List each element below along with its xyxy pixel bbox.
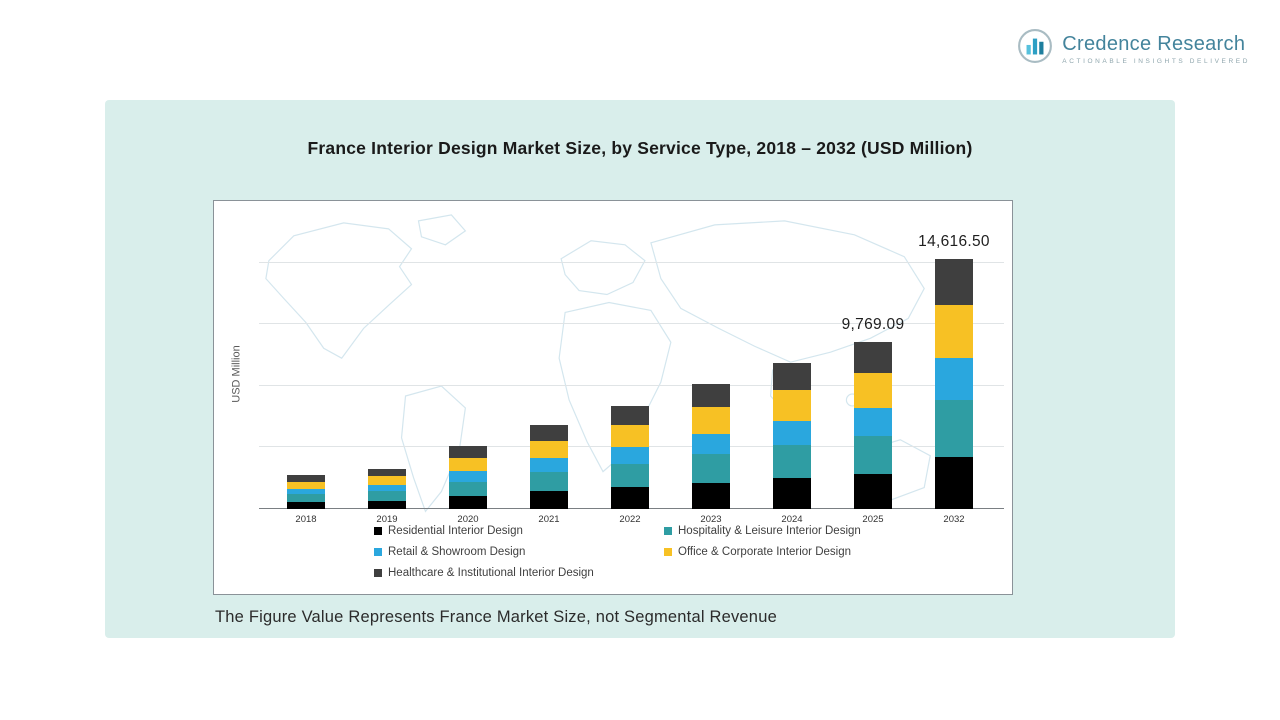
legend-item: Office & Corporate Interior Design	[664, 546, 861, 558]
stacked-bar-2018	[287, 475, 325, 509]
legend-label: Residential Interior Design	[388, 525, 523, 537]
bar-segment	[692, 433, 730, 455]
bar-segment	[449, 481, 487, 496]
stacked-bar-2019	[368, 468, 406, 509]
x-tick-2021: 2021	[538, 514, 560, 525]
legend-swatch	[374, 569, 382, 577]
plot-area: 2018 2019 2020 2021 2022 2023 2024 2025 9,769.09…	[259, 201, 1004, 525]
bar-segment	[773, 390, 811, 421]
gridline	[259, 384, 1004, 386]
y-axis-label: USD Million	[230, 345, 243, 403]
value-label-2025: 9,769.09	[841, 315, 905, 333]
chart-panel: France Interior Design Market Size, by S…	[105, 100, 1175, 638]
bar-segment	[692, 454, 730, 483]
bar-segment	[611, 487, 649, 509]
bar-segment	[935, 258, 973, 306]
footnote: The Figure Value Represents France Marke…	[215, 608, 777, 626]
bar-segment	[449, 471, 487, 482]
gridline	[259, 261, 1004, 263]
legend-item: Residential Interior Design	[374, 525, 664, 537]
bar-segment	[287, 475, 325, 482]
x-tick-2032: 2032	[943, 514, 965, 525]
legend-swatch	[664, 548, 672, 556]
bar-segment	[692, 482, 730, 509]
bar-segment	[530, 491, 568, 509]
bar-segment	[449, 495, 487, 509]
stacked-bar-2020	[449, 446, 487, 509]
bar-segment	[773, 363, 811, 391]
bar-segment	[611, 425, 649, 447]
bar-segment	[368, 500, 406, 509]
legend-label: Healthcare & Institutional Interior Desi…	[388, 567, 594, 579]
stacked-bar-2024	[773, 363, 811, 509]
x-tick-2018: 2018	[295, 514, 317, 525]
bar-segment	[530, 458, 568, 473]
logo-text: Credence Research Actionable Insights De…	[1062, 33, 1250, 65]
bar-segment	[449, 457, 487, 472]
chart-box: USD Million 2018 2019 2020 2021 2022 2023 2024…	[213, 200, 1013, 595]
bar-segment	[773, 478, 811, 509]
logo-tagline: Actionable Insights Delivered	[1062, 57, 1250, 65]
logo-bar-chart-icon	[1017, 28, 1053, 69]
legend-label: Hospitality & Leisure Interior Design	[678, 525, 861, 537]
bar-segment	[449, 446, 487, 458]
stacked-bar-2032	[935, 258, 973, 509]
gridline	[259, 323, 1004, 325]
value-label-2032: 14,616.50	[918, 232, 990, 250]
bar-segment	[287, 494, 325, 502]
bar-segment	[530, 425, 568, 441]
bar-segment	[692, 384, 730, 408]
bar-segment	[854, 473, 892, 509]
bar-segment	[854, 372, 892, 408]
x-tick-2023: 2023	[700, 514, 722, 525]
bar-segment	[611, 406, 649, 426]
stacked-bar-2025	[854, 341, 892, 509]
legend-item: Hospitality & Leisure Interior Design	[664, 525, 861, 537]
bar-segment	[287, 501, 325, 509]
credence-research-logo: Credence Research Actionable Insights De…	[1017, 28, 1250, 69]
x-tick-2024: 2024	[781, 514, 803, 525]
stacked-bar-2021	[530, 425, 568, 509]
legend: Residential Interior Design Hospitality &…	[374, 525, 861, 579]
bar-segment	[287, 488, 325, 495]
bar-segment	[368, 468, 406, 477]
logo-name: Credence Research	[1062, 32, 1246, 55]
legend-label: Retail & Showroom Design	[388, 546, 526, 558]
bar-segment	[611, 463, 649, 488]
legend-swatch	[664, 527, 672, 535]
bar-segment	[773, 420, 811, 446]
stacked-bar-2023	[692, 384, 730, 509]
bar-segment	[773, 445, 811, 479]
bar-segment	[287, 481, 325, 489]
bar-segment	[368, 476, 406, 485]
bar-segment	[692, 407, 730, 434]
x-tick-2025: 2025	[862, 514, 884, 525]
bar-segment	[530, 440, 568, 459]
legend-item: Healthcare & Institutional Interior Desi…	[374, 567, 664, 579]
legend-swatch	[374, 548, 382, 556]
bar-segment	[935, 399, 973, 457]
bar-segment	[935, 456, 973, 509]
bar-segment	[611, 446, 649, 464]
x-tick-2019: 2019	[376, 514, 398, 525]
bar-segment	[854, 435, 892, 474]
stacked-bar-2022	[611, 406, 649, 509]
legend-swatch	[374, 527, 382, 535]
bar-segment	[854, 341, 892, 373]
bar-segment	[935, 357, 973, 400]
bar-segment	[368, 491, 406, 501]
bar-segment	[935, 305, 973, 358]
bar-segment	[368, 484, 406, 492]
bar-segment	[854, 407, 892, 436]
x-tick-2020: 2020	[457, 514, 479, 525]
x-tick-2022: 2022	[619, 514, 641, 525]
bar-segment	[530, 472, 568, 492]
chart-title: France Interior Design Market Size, by S…	[307, 138, 973, 158]
legend-item: Retail & Showroom Design	[374, 546, 664, 558]
legend-label: Office & Corporate Interior Design	[678, 546, 852, 558]
